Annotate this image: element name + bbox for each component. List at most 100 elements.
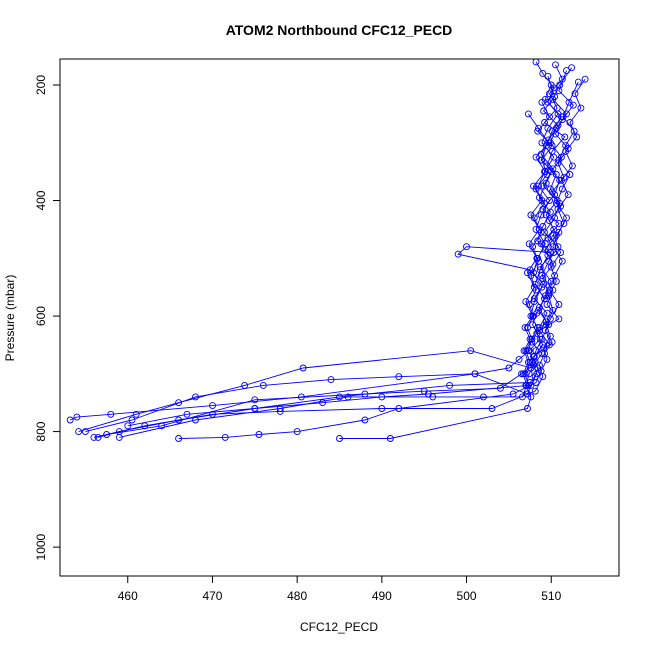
data-point-9-2 bbox=[534, 127, 542, 135]
y-tick-label-4: 1000 bbox=[34, 533, 48, 560]
data-point-9-14 bbox=[525, 301, 533, 308]
data-point-3-0 bbox=[563, 67, 570, 75]
data-point-9-7 bbox=[541, 199, 548, 207]
data-point-8-26 bbox=[336, 435, 343, 442]
data-point-4-6 bbox=[549, 165, 557, 173]
data-point-3-14 bbox=[539, 275, 547, 282]
data-point-7-9 bbox=[554, 205, 562, 213]
data-point-9-21 bbox=[524, 381, 532, 389]
data-point-3-23 bbox=[299, 364, 307, 372]
data-point-7-26 bbox=[293, 428, 301, 436]
data-point-7-3 bbox=[566, 119, 574, 126]
data-point-4-28 bbox=[81, 428, 89, 436]
data-point-5-23 bbox=[488, 405, 496, 412]
data-point-2-19 bbox=[543, 309, 551, 317]
data-point-9-20 bbox=[521, 370, 529, 378]
data-point-9-5 bbox=[543, 171, 551, 178]
data-point-6-22 bbox=[480, 393, 487, 401]
data-point-9-17 bbox=[528, 335, 536, 343]
data-point-8-14 bbox=[538, 283, 546, 291]
data-point-5-10 bbox=[555, 228, 563, 236]
data-point-7-17 bbox=[542, 321, 550, 329]
data-point-7-18 bbox=[546, 332, 554, 340]
data-point-1-0 bbox=[552, 61, 559, 69]
data-point-9-4 bbox=[538, 156, 546, 164]
data-point-3-10 bbox=[546, 217, 553, 225]
data-point-9-19 bbox=[526, 358, 534, 366]
data-point-9-25 bbox=[251, 405, 259, 412]
data-point-2-30 bbox=[103, 431, 111, 438]
data-point-4-25 bbox=[259, 381, 267, 389]
data-point-5-15 bbox=[555, 301, 563, 308]
data-point-2-9 bbox=[553, 197, 561, 204]
data-point-0-0 bbox=[532, 59, 540, 66]
x-tick-label-0: 460 bbox=[118, 589, 138, 603]
data-point-9-16 bbox=[524, 324, 531, 332]
data-point-8-23 bbox=[527, 393, 535, 401]
data-point-3-25 bbox=[175, 399, 183, 407]
data-point-0-17 bbox=[543, 301, 551, 308]
series-line-5 bbox=[93, 81, 579, 438]
data-point-8-8 bbox=[546, 197, 553, 204]
data-point-4-12 bbox=[544, 251, 552, 259]
data-point-9-26 bbox=[183, 410, 191, 418]
data-point-3-22 bbox=[467, 347, 475, 355]
data-point-7-7 bbox=[557, 176, 565, 184]
data-point-8-0 bbox=[547, 81, 555, 89]
data-point-3-8 bbox=[548, 188, 556, 196]
data-point-9-3 bbox=[548, 142, 556, 150]
data-point-4-1 bbox=[551, 93, 559, 100]
data-point-9-13 bbox=[532, 286, 540, 294]
data-point-7-20 bbox=[543, 355, 551, 363]
data-point-9-15 bbox=[530, 312, 537, 320]
data-point-9-1 bbox=[546, 113, 553, 121]
data-point-4-24 bbox=[327, 376, 335, 384]
data-point-7-10 bbox=[560, 220, 568, 228]
data-point-3-27 bbox=[75, 428, 83, 436]
data-point-7-0 bbox=[581, 75, 589, 83]
data-point-7-28 bbox=[221, 433, 229, 441]
data-point-4-23 bbox=[395, 373, 403, 381]
y-tick-label-1: 400 bbox=[34, 190, 48, 210]
data-point-5-22 bbox=[531, 387, 539, 395]
y-tick-label-0: 200 bbox=[34, 75, 48, 95]
data-point-4-7 bbox=[542, 179, 550, 187]
data-point-8-15 bbox=[530, 298, 538, 306]
data-point-8-12 bbox=[534, 254, 542, 262]
data-point-7-1 bbox=[571, 90, 579, 98]
data-point-3-1 bbox=[555, 87, 563, 95]
data-point-1-2 bbox=[546, 90, 553, 98]
data-point-8-10 bbox=[532, 225, 540, 233]
data-point-4-9 bbox=[546, 208, 554, 216]
data-point-4-22 bbox=[471, 370, 479, 378]
data-point-7-16 bbox=[549, 306, 557, 314]
data-point-7-13 bbox=[547, 263, 555, 271]
data-point-9-27 bbox=[124, 422, 132, 430]
y-axis-label: Pressure (mbar) bbox=[3, 275, 17, 362]
data-point-5-11 bbox=[549, 243, 557, 251]
x-tick-label-5: 510 bbox=[541, 589, 561, 603]
data-point-7-25 bbox=[361, 416, 369, 424]
data-point-8-2 bbox=[554, 110, 562, 118]
data-point-5-6 bbox=[566, 171, 574, 178]
data-point-7-11 bbox=[551, 234, 559, 242]
data-point-7-23 bbox=[509, 390, 517, 398]
data-point-8-21 bbox=[525, 370, 533, 378]
x-tick-label-3: 490 bbox=[372, 589, 392, 603]
data-point-7-22 bbox=[532, 379, 540, 386]
series-line-3 bbox=[78, 70, 574, 433]
data-point-8-24 bbox=[524, 405, 531, 412]
data-point-8-3 bbox=[544, 124, 552, 132]
data-point-5-9 bbox=[563, 214, 570, 222]
data-point-6-1 bbox=[535, 124, 542, 132]
data-point-7-19 bbox=[540, 344, 548, 352]
data-point-2-14 bbox=[463, 243, 470, 251]
data-point-7-4 bbox=[573, 133, 581, 141]
data-point-4-27 bbox=[128, 416, 136, 424]
plot-frame bbox=[59, 58, 620, 577]
data-point-9-9 bbox=[537, 228, 545, 236]
chart-title: ATOM2 Northbound CFC12_PECD bbox=[226, 22, 453, 38]
data-point-5-3 bbox=[570, 127, 578, 135]
data-point-0-1 bbox=[539, 69, 547, 77]
